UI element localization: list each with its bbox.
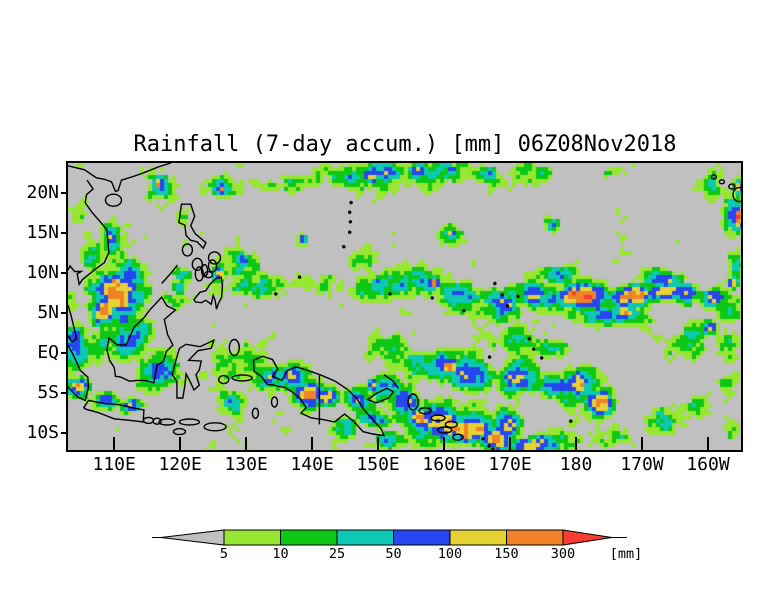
lon-tick-mark [179, 437, 182, 450]
colorbar-tick-label: 100 [438, 546, 462, 562]
colorbar-segment [223, 529, 281, 546]
lon-tick-label: 160E [422, 454, 466, 475]
lon-tick-label: 170W [620, 454, 664, 475]
colorbar-segment [280, 529, 338, 546]
colorbar-units-label: [mm] [610, 546, 643, 562]
lon-tick-mark [641, 437, 644, 450]
lat-tick-label: 5S [37, 382, 59, 404]
lat-tick-label: 10S [26, 422, 59, 444]
colorbar-tick-label: 5 [220, 546, 228, 562]
colorbar-segment [393, 529, 451, 546]
lon-tick-mark [245, 437, 248, 450]
lon-tick-label: 170E [488, 454, 532, 475]
lon-tick-mark [509, 437, 512, 450]
lat-tick-label: 10N [26, 262, 59, 284]
lat-tick-mark [61, 272, 68, 275]
colorbar-below-arrow [160, 529, 225, 546]
lat-tick-mark [61, 392, 68, 395]
colorbar-segment [449, 529, 507, 546]
colorbar: 5 10 25 50 100 150 300 [mm] [152, 529, 643, 562]
colorbar-tick-label: 25 [329, 546, 345, 562]
colorbar-tick-label: 300 [551, 546, 575, 562]
lon-tick-label: 150E [356, 454, 400, 475]
lat-tick-mark [61, 232, 68, 235]
lon-tick-mark [707, 437, 709, 450]
lon-tick-label: 110E [92, 454, 136, 475]
lat-tick-label: 15N [26, 222, 59, 244]
lon-tick-mark [113, 437, 116, 450]
lat-tick-mark [61, 352, 68, 355]
colorbar-above-arrow [562, 529, 613, 546]
lon-tick-mark [443, 437, 446, 450]
lat-tick-mark [61, 192, 68, 195]
lon-tick-label: 130E [224, 454, 268, 475]
colorbar-tick-label: 150 [494, 546, 518, 562]
chart-title: Rainfall (7-day accum.) [mm] 06Z08Nov201… [133, 132, 677, 157]
lat-tick-label: EQ [37, 342, 59, 364]
lon-tick-mark [575, 437, 578, 450]
colorbar-tick-label: 50 [385, 546, 401, 562]
colorbar-segment [336, 529, 394, 546]
lon-tick-label: 180 [559, 454, 593, 475]
colorbar-segment [506, 529, 564, 546]
lon-tick-mark [377, 437, 380, 450]
lat-tick-label: 20N [26, 182, 59, 204]
colorbar-tick-label: 10 [272, 546, 288, 562]
lon-tick-mark [311, 437, 314, 450]
lon-tick-label: 120E [158, 454, 202, 475]
lat-tick-label: 5N [37, 302, 59, 324]
lat-tick-mark [61, 432, 68, 435]
lon-tick-label: 160W [686, 454, 730, 475]
lon-tick-label: 140E [290, 454, 334, 475]
rainfall-heatmap-canvas [68, 163, 741, 450]
lat-tick-mark [61, 312, 68, 315]
